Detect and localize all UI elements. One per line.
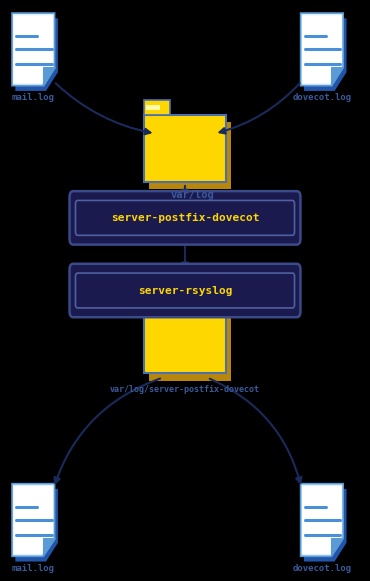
Polygon shape <box>13 486 53 554</box>
Text: server-postfix-dovecot: server-postfix-dovecot <box>111 213 259 223</box>
Polygon shape <box>302 15 342 83</box>
Polygon shape <box>43 67 55 85</box>
Polygon shape <box>304 489 346 561</box>
FancyBboxPatch shape <box>70 264 300 317</box>
Text: var/log: var/log <box>171 190 214 200</box>
Polygon shape <box>144 100 170 115</box>
FancyBboxPatch shape <box>144 115 226 181</box>
Polygon shape <box>15 18 58 91</box>
Text: server-rsyslog: server-rsyslog <box>138 285 232 296</box>
Polygon shape <box>12 483 55 557</box>
Polygon shape <box>300 483 343 557</box>
Polygon shape <box>13 15 53 83</box>
Text: mail.log: mail.log <box>12 564 55 572</box>
Text: dovecot.log: dovecot.log <box>292 93 352 102</box>
FancyBboxPatch shape <box>149 314 231 381</box>
Polygon shape <box>12 13 55 85</box>
FancyBboxPatch shape <box>144 307 226 374</box>
Polygon shape <box>43 537 55 557</box>
Polygon shape <box>144 292 170 307</box>
Text: mail.log: mail.log <box>12 93 55 102</box>
Polygon shape <box>302 486 342 554</box>
Polygon shape <box>304 18 346 91</box>
FancyBboxPatch shape <box>149 123 231 189</box>
Text: var/log/server-postfix-dovecot: var/log/server-postfix-dovecot <box>110 385 260 394</box>
FancyBboxPatch shape <box>75 200 295 235</box>
FancyBboxPatch shape <box>146 105 161 110</box>
FancyBboxPatch shape <box>75 273 295 308</box>
Polygon shape <box>15 489 58 561</box>
Polygon shape <box>331 67 343 85</box>
Text: dovecot.log: dovecot.log <box>292 564 352 572</box>
FancyBboxPatch shape <box>70 191 300 245</box>
Polygon shape <box>331 537 343 557</box>
Polygon shape <box>300 13 343 85</box>
FancyBboxPatch shape <box>146 297 161 302</box>
